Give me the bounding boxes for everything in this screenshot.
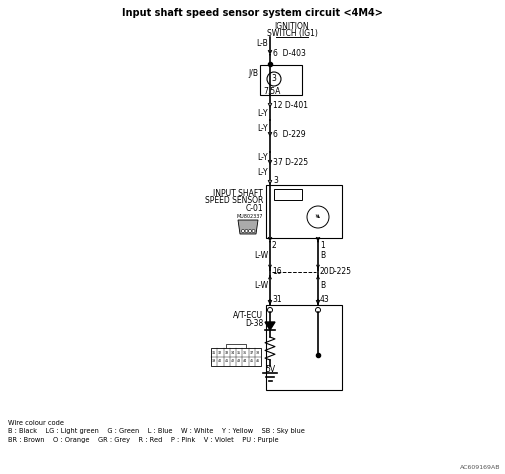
Text: Input shaft speed sensor system circuit <4M4>: Input shaft speed sensor system circuit …: [122, 8, 383, 18]
Text: 32: 32: [218, 350, 223, 355]
Text: 46: 46: [256, 359, 260, 364]
Text: 20: 20: [320, 266, 330, 275]
Text: 42: 42: [231, 359, 235, 364]
Text: SPEED SENSOR: SPEED SENSOR: [205, 195, 263, 204]
Text: MU802337: MU802337: [236, 213, 263, 219]
Text: 34: 34: [231, 350, 235, 355]
Text: 43: 43: [320, 294, 330, 303]
Text: 39: 39: [212, 359, 216, 364]
Text: B: B: [320, 282, 325, 291]
Text: SWITCH (IG1): SWITCH (IG1): [267, 29, 318, 38]
Text: 6  D-229: 6 D-229: [273, 129, 306, 138]
Text: L-W: L-W: [254, 282, 268, 291]
Text: AC609169AB: AC609169AB: [460, 465, 500, 470]
Circle shape: [248, 229, 251, 233]
Text: 31: 31: [212, 350, 216, 355]
Text: 44: 44: [243, 359, 247, 364]
Text: A/T-ECU: A/T-ECU: [233, 310, 263, 319]
Text: 16: 16: [272, 266, 282, 275]
Text: 5V: 5V: [265, 365, 275, 374]
Bar: [211, 348, 261, 366]
Text: 35: 35: [237, 350, 241, 355]
Text: L-W: L-W: [254, 252, 268, 261]
Text: B : Black    LG : Light green    G : Green    L : Blue    W : White    Y : Yello: B : Black LG : Light green G : Green L :…: [8, 428, 305, 434]
Text: L-Y: L-Y: [258, 109, 268, 118]
Bar: [226, 344, 246, 348]
Text: IGNITION: IGNITION: [275, 22, 309, 31]
Text: D-38: D-38: [245, 319, 263, 328]
Text: C-01: C-01: [245, 203, 263, 212]
Text: 3: 3: [272, 73, 276, 82]
Circle shape: [252, 229, 255, 233]
Text: L-Y: L-Y: [258, 124, 268, 133]
Text: 37: 37: [249, 350, 254, 355]
Circle shape: [241, 229, 244, 233]
Polygon shape: [238, 220, 258, 234]
Polygon shape: [265, 322, 275, 330]
Text: Wire colour code: Wire colour code: [8, 420, 64, 426]
Text: 33: 33: [225, 350, 229, 355]
Text: 43: 43: [237, 359, 241, 364]
Text: 31: 31: [272, 294, 282, 303]
Bar: [260, 65, 302, 95]
Text: L-Y: L-Y: [258, 167, 268, 176]
Text: 36: 36: [243, 350, 247, 355]
Text: 6  D-403: 6 D-403: [273, 48, 306, 57]
Circle shape: [316, 308, 321, 312]
Circle shape: [267, 72, 281, 86]
Text: 2: 2: [272, 241, 277, 250]
Circle shape: [268, 308, 273, 312]
Text: J/B: J/B: [248, 69, 258, 78]
Text: 40: 40: [218, 359, 223, 364]
Text: BR : Brown    O : Orange    GR : Grey    R : Red    P : Pink    V : Violet    PU: BR : Brown O : Orange GR : Grey R : Red …: [8, 437, 279, 443]
Text: INPUT SHAFT: INPUT SHAFT: [213, 189, 263, 198]
Circle shape: [307, 206, 329, 228]
Text: L-B: L-B: [256, 38, 268, 47]
Bar: [274, 189, 302, 200]
Text: 7.5A: 7.5A: [263, 86, 280, 95]
Text: 38: 38: [256, 350, 260, 355]
Text: 12 D-401: 12 D-401: [273, 100, 308, 109]
Text: D-225: D-225: [328, 266, 351, 275]
Text: L-Y: L-Y: [258, 153, 268, 162]
Text: 45: 45: [249, 359, 254, 364]
Text: B: B: [320, 252, 325, 261]
Bar: [266, 185, 342, 238]
Text: 3: 3: [273, 175, 278, 184]
Text: 41: 41: [225, 359, 229, 364]
Text: 1: 1: [320, 241, 325, 250]
Bar: [266, 305, 342, 390]
Circle shape: [245, 229, 248, 233]
Text: 37 D-225: 37 D-225: [273, 157, 308, 166]
